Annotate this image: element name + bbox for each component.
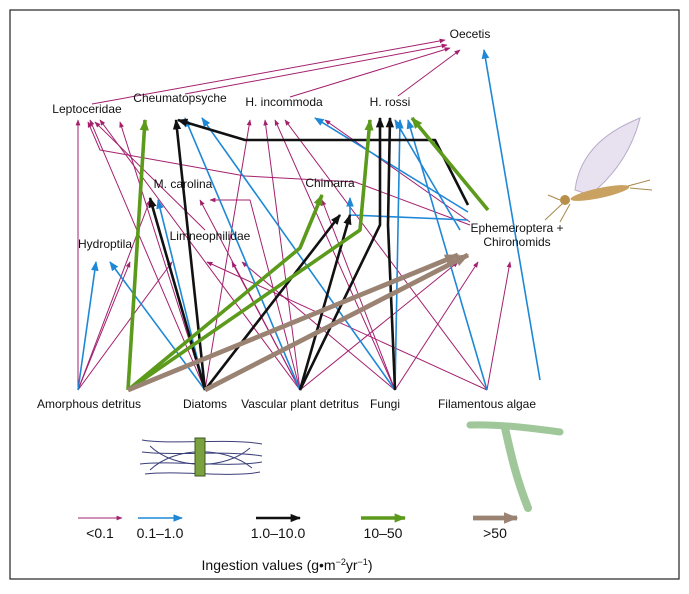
legend-label: 0.1–1.0 xyxy=(137,525,184,541)
algae-illustration xyxy=(470,425,560,508)
arrow xyxy=(484,50,540,380)
node-label: Filamentous algae xyxy=(438,397,536,411)
arrow xyxy=(290,48,450,97)
diatom-illustration xyxy=(140,438,262,476)
superscript: −1 xyxy=(358,557,368,567)
arrow xyxy=(412,118,488,210)
arrow xyxy=(398,50,460,96)
node-label: Leptoceridae xyxy=(52,102,122,116)
frame xyxy=(10,10,679,579)
node-label: Chimarra xyxy=(305,176,355,190)
legend-label: 1.0–10.0 xyxy=(251,525,306,541)
node-label: Vascular plant detritus xyxy=(241,397,359,411)
node-label: H. rossi xyxy=(370,95,411,109)
legend: <0.1 0.1–1.0 1.0–10.0 10–50 >50 xyxy=(78,518,517,541)
title-part: Ingestion values (g•m xyxy=(202,557,336,573)
node-labels: Oecetis Leptoceridae Cheumatopsyche H. inco… xyxy=(37,27,564,411)
food-web-diagram: Oecetis Leptoceridae Cheumatopsyche H. inco… xyxy=(0,0,689,589)
node-label: Chironomids xyxy=(483,235,550,249)
legend-label: <0.1 xyxy=(86,525,114,541)
arrow xyxy=(95,122,205,230)
arrow xyxy=(300,262,458,390)
node-label: Diatoms xyxy=(183,397,227,411)
arrow xyxy=(128,120,370,390)
arrow xyxy=(487,262,510,390)
arrow xyxy=(78,262,130,390)
node-label: Fungi xyxy=(370,397,400,411)
mayfly-illustration xyxy=(545,118,652,222)
arrow xyxy=(315,118,468,212)
node-label: Ephemeroptera + xyxy=(470,221,563,235)
title-part: yr xyxy=(346,557,358,573)
legend-label: 10–50 xyxy=(364,525,403,541)
node-label: Oecetis xyxy=(450,27,491,41)
legend-label: >50 xyxy=(483,525,507,541)
arrow xyxy=(185,45,447,94)
title-part: ) xyxy=(368,557,373,573)
arrow xyxy=(388,118,395,390)
node-label: Amorphous detritus xyxy=(37,397,141,411)
arrow xyxy=(176,120,205,390)
node-label: Cheumatopsyche xyxy=(133,91,227,105)
arrow xyxy=(205,255,468,390)
arrow xyxy=(78,262,96,390)
node-label: Limneophilidae xyxy=(170,229,251,243)
node-label: M. carolina xyxy=(154,177,213,191)
superscript: −2 xyxy=(336,557,346,567)
arrow xyxy=(395,262,478,390)
legend-title: Ingestion values (g•m−2yr−1) xyxy=(202,557,373,573)
arrow xyxy=(325,120,470,222)
node-label: Hydroptila xyxy=(78,237,132,251)
node-label: H. incommoda xyxy=(245,95,323,109)
